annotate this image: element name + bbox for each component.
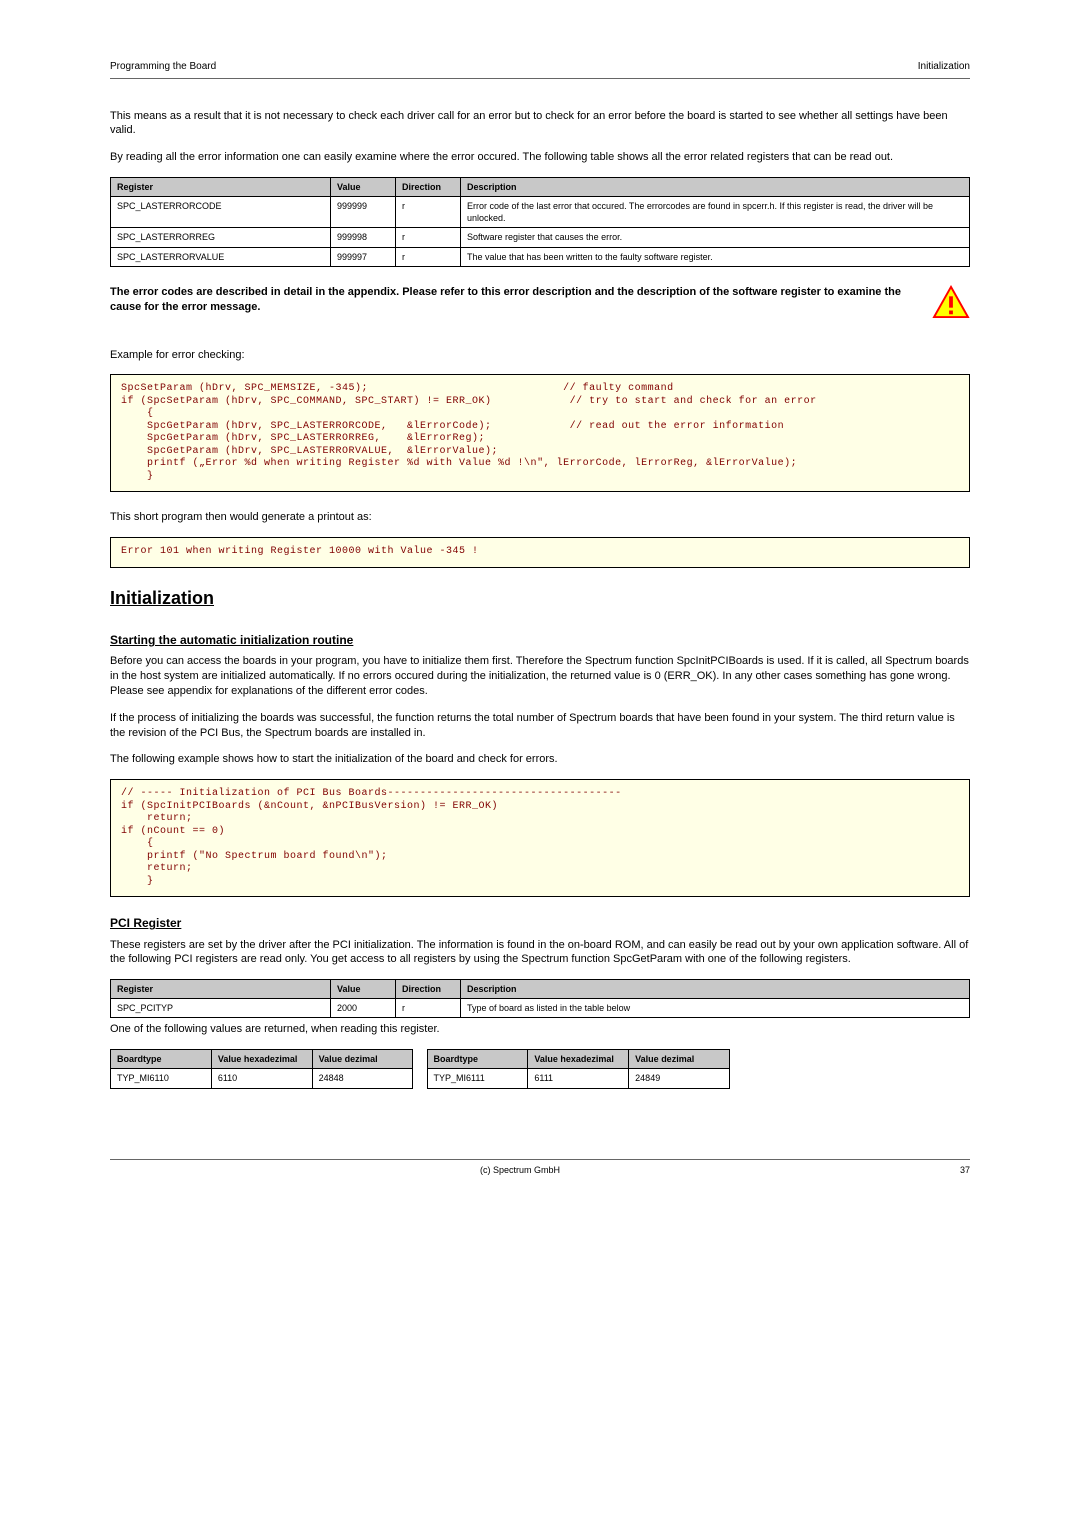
section-title-initialization: Initialization	[110, 586, 970, 610]
code-block-error-check: SpcSetParam (hDrv, SPC_MEMSIZE, -345); /…	[110, 374, 970, 492]
paragraph: These registers are set by the driver af…	[110, 938, 970, 968]
code-block-init: // ----- Initialization of PCI Bus Board…	[110, 779, 970, 897]
cell-value: 2000	[331, 999, 396, 1018]
th-register: Register	[111, 980, 331, 999]
cell-register: SPC_PCITYP	[111, 999, 331, 1018]
paragraph: If the process of initializing the board…	[110, 711, 970, 741]
th-direction: Direction	[396, 178, 461, 197]
subsection-auto-init: Starting the automatic initialization ro…	[110, 632, 970, 648]
cell-hex: 6110	[211, 1069, 312, 1088]
paragraph: The following example shows how to start…	[110, 752, 970, 767]
table-row: SPC_PCITYP 2000 r Type of board as liste…	[111, 999, 970, 1018]
cell-dec: 24849	[629, 1069, 730, 1088]
paragraph: Before you can access the boards in your…	[110, 654, 970, 699]
table-row: TYP_MI6110 6110 24848 TYP_MI6111 6111 24…	[111, 1069, 730, 1088]
cell-value: 999999	[331, 197, 396, 228]
th-register: Register	[111, 178, 331, 197]
cell-direction: r	[396, 228, 461, 247]
th-hex: Value hexadezimal	[211, 1050, 312, 1069]
th-direction: Direction	[396, 980, 461, 999]
th-dec: Value dezimal	[629, 1050, 730, 1069]
th-boardtype: Boardtype	[427, 1050, 528, 1069]
cell-value: 999997	[331, 247, 396, 266]
th-boardtype: Boardtype	[111, 1050, 212, 1069]
cell-hex: 6111	[528, 1069, 629, 1088]
cell-direction: r	[396, 197, 461, 228]
error-register-table: Register Value Direction Description SPC…	[110, 177, 970, 267]
table-row: SPC_LASTERRORVALUE 999997 r The value th…	[111, 247, 970, 266]
page-footer: (c) Spectrum GmbH 37	[110, 1159, 970, 1176]
cell-register: SPC_LASTERRORVALUE	[111, 247, 331, 266]
cell-boardtype: TYP_MI6110	[111, 1069, 212, 1088]
subsection-pci-register: PCI Register	[110, 915, 970, 931]
th-value: Value	[331, 980, 396, 999]
footer-copyright: (c) Spectrum GmbH	[110, 1164, 930, 1176]
cell-description: The value that has been written to the f…	[461, 247, 970, 266]
after-code-text: This short program then would generate a…	[110, 510, 970, 525]
table-row: SPC_LASTERRORREG 999998 r Software regis…	[111, 228, 970, 247]
th-description: Description	[461, 980, 970, 999]
table-row: SPC_LASTERRORCODE 999999 r Error code of…	[111, 197, 970, 228]
cell-register: SPC_LASTERRORREG	[111, 228, 331, 247]
header-right: Initialization	[918, 60, 970, 74]
boardtype-table: Boardtype Value hexadezimal Value dezima…	[110, 1049, 730, 1088]
th-description: Description	[461, 178, 970, 197]
th-dec: Value dezimal	[312, 1050, 413, 1069]
cell-register: SPC_LASTERRORCODE	[111, 197, 331, 228]
cell-boardtype: TYP_MI6111	[427, 1069, 528, 1088]
cell-description: Error code of the last error that occure…	[461, 197, 970, 228]
cell-description: Type of board as listed in the table bel…	[461, 999, 970, 1018]
warning-text: The error codes are described in detail …	[110, 285, 918, 315]
cell-value: 999998	[331, 228, 396, 247]
pci-register-table: Register Value Direction Description SPC…	[110, 979, 970, 1018]
page-header: Programming the Board Initialization	[110, 60, 970, 79]
header-left: Programming the Board	[110, 60, 216, 74]
th-value: Value	[331, 178, 396, 197]
cell-direction: r	[396, 247, 461, 266]
cell-dec: 24848	[312, 1069, 413, 1088]
footer-page-number: 37	[930, 1164, 970, 1176]
intro-paragraph-1: This means as a result that it is not ne…	[110, 109, 970, 139]
cell-description: Software register that causes the error.	[461, 228, 970, 247]
table-gap	[413, 1050, 427, 1069]
code-block-output: Error 101 when writing Register 10000 wi…	[110, 537, 970, 568]
intro-paragraph-2: By reading all the error information one…	[110, 150, 970, 165]
cell-direction: r	[396, 999, 461, 1018]
table-gap	[413, 1069, 427, 1088]
warning-icon	[932, 285, 970, 324]
example-label: Example for error checking:	[110, 348, 970, 363]
paragraph: One of the following values are returned…	[110, 1022, 970, 1037]
warning-note: The error codes are described in detail …	[110, 285, 970, 324]
th-hex: Value hexadezimal	[528, 1050, 629, 1069]
